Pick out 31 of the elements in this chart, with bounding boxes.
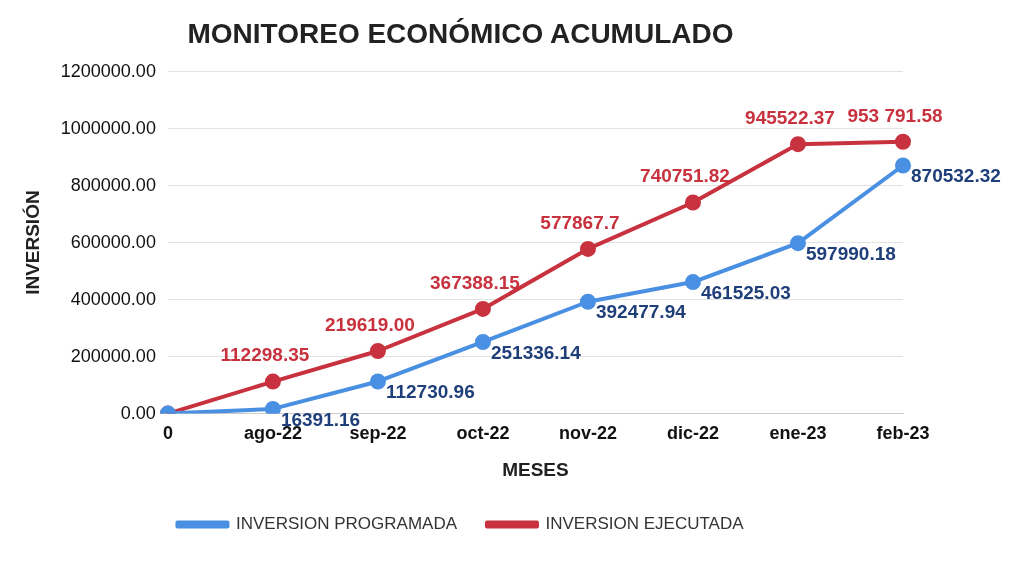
data-label: 112298.35 — [220, 344, 310, 366]
data-label: 953 791.58 — [847, 104, 943, 126]
x-axis-title: MESES — [502, 458, 569, 480]
data-label: 112730.96 — [385, 381, 475, 403]
chart-title: MONITOREO ECONÓMICO ACUMULADO — [187, 17, 734, 49]
legend-label: INVERSION EJECUTADA — [545, 514, 745, 534]
data-label: 740751.82 — [640, 165, 730, 187]
legend-label: INVERSION PROGRAMADA — [235, 514, 458, 534]
data-label: 367388.15 — [430, 271, 521, 293]
x-tick-label: dic-22 — [666, 423, 719, 444]
x-tick-label: nov-22 — [558, 423, 617, 444]
data-label: 251336.14 — [490, 341, 582, 363]
data-label: 219619.00 — [325, 313, 415, 335]
x-tick-label: oct-22 — [456, 423, 510, 444]
y-tick-label: 400000.00 — [70, 288, 156, 309]
x-tick-label: feb-23 — [876, 423, 930, 444]
data-label: 392477.94 — [595, 301, 687, 323]
data-label: 461525.03 — [700, 281, 791, 303]
data-label: 597990.18 — [805, 242, 896, 264]
y-tick-label: 0.00 — [120, 402, 156, 423]
data-label: 945522.37 — [745, 106, 835, 128]
data-label: 577867.7 — [540, 211, 620, 233]
y-tick-label: 800000.00 — [70, 174, 156, 195]
y-axis-title: INVERSIÓN — [21, 190, 43, 295]
y-tick-label: 1200000.00 — [60, 60, 156, 81]
x-tick-label: 0 — [162, 423, 173, 444]
y-tick-label: 600000.00 — [70, 231, 156, 252]
y-tick-label: 200000.00 — [70, 345, 156, 366]
data-label: 870532.32 — [911, 165, 1001, 187]
y-tick-label: 1000000.00 — [60, 117, 156, 138]
x-tick-label: ene-23 — [769, 423, 827, 444]
